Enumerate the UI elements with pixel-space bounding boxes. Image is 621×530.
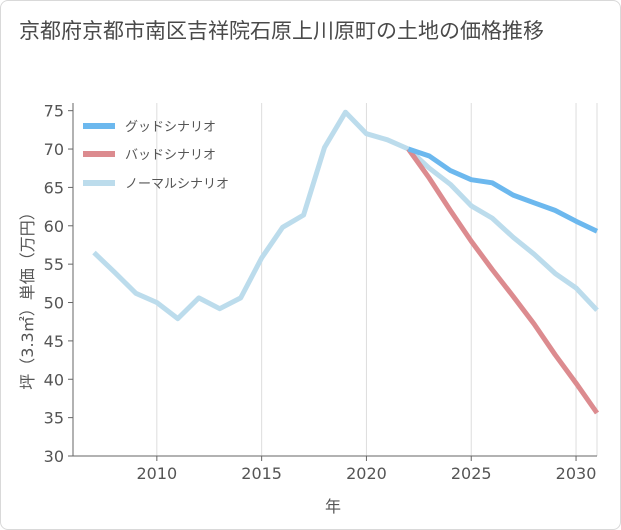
x-axis-label: 年 [325,497,341,516]
y-tick-label: 60 [44,217,64,236]
x-tick-label: 2020 [346,464,387,483]
axes: 30 35 40 45 50 55 60 65 70 75 2010 2015 2020 2025 2030 [44,102,597,483]
x-tick-label: 2015 [241,464,282,483]
x-tick-label: 2025 [451,464,492,483]
page-title: 京都府京都市南区吉祥院石原上川原町の土地の価格推移 [19,19,544,43]
y-tick-label: 40 [44,370,64,389]
y-tick-label: 50 [44,294,64,313]
y-tick-label: 55 [44,255,64,274]
y-axis-label: 坪（3.3㎡）単価（万円） [18,204,37,389]
y-tick-label: 45 [44,332,64,351]
x-tick-label: 2010 [136,464,177,483]
y-tick-label: 65 [44,178,64,197]
y-tick-label: 35 [44,409,64,428]
series-line [92,109,599,322]
legend-label: グッドシナリオ [125,120,216,135]
gridlines [156,103,598,456]
series-lines [92,109,600,415]
x-tick-label: 2030 [556,464,597,483]
y-tick-label: 70 [44,140,64,159]
series-line [407,146,599,234]
y-tick-label: 30 [44,447,64,466]
y-tick-label: 75 [44,102,64,121]
series-line [406,147,600,415]
legend-label: バッドシナリオ [125,148,216,163]
legend-label: ノーマルシナリオ [125,177,229,192]
